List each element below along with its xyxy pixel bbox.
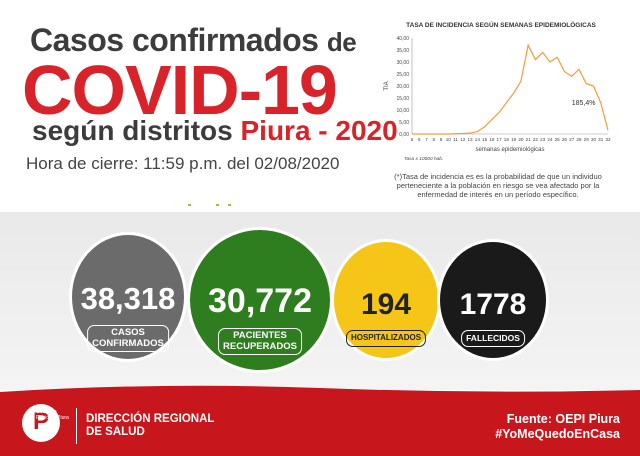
y-tick-label: 40,00 [396, 36, 409, 42]
title-line-1: Casos confirmados de [30, 22, 357, 58]
x-tick-label: 8 [432, 137, 435, 142]
decorative-dots [188, 204, 248, 206]
x-tick-label: 13 [468, 137, 474, 142]
stat-deceased: 1778 FALLECIDOS [440, 242, 546, 358]
hashtag-text: #YoMeQuedoEnCasa [495, 427, 620, 441]
y-tick-label: 10,00 [396, 108, 409, 114]
x-axis-label: semanas epidemiológicas [475, 147, 544, 153]
title-line-3: según distritos Piura - 2020 [32, 115, 398, 146]
x-tick-label: 6 [418, 137, 421, 142]
x-tick-label: 24 [547, 137, 553, 142]
footer-source: Fuente: OEPI Piura #YoMeQuedoEnCasa [495, 412, 620, 442]
regional-logo-icon: P [22, 404, 60, 442]
x-tick-label: 26 [562, 137, 568, 142]
stat-hospitalized: 194 HOSPITALIZADOS [334, 242, 438, 358]
chart-footnote: Tasa x 10000 hab. [404, 156, 443, 162]
x-tick-label: 14 [475, 137, 481, 142]
chart-note: (*)Tasa de incidencia es es la probabili… [394, 172, 602, 199]
stat-label: FALLECIDOS [461, 330, 525, 347]
x-tick-label: 22 [533, 137, 539, 142]
stat-label: HOSPITALIZADOS [345, 330, 427, 347]
x-tick-label: 32 [605, 137, 611, 142]
chart-svg: 0,00 5,00 10,00 15,00 20,00 25,00 30,00 35,00 40… [384, 36, 611, 162]
closing-time: Hora de cierre: 11:59 p.m. del 02/08/202… [26, 154, 340, 173]
logo-caption: Gobierno Regional Piura [36, 409, 69, 421]
x-tick-label: 15 [482, 137, 488, 142]
x-tick-label: 27 [569, 137, 575, 142]
y-tick-label: 25,00 [396, 72, 409, 78]
x-tick-label: 10 [446, 137, 452, 142]
footer-bar [0, 392, 640, 456]
stat-value: 194 [360, 288, 412, 321]
footer-direction: DIRECCIÓN REGIONAL DE SALUD [86, 413, 215, 438]
stat-recovered: 30,772 PACIENTES RECUPERADOS [190, 230, 330, 370]
x-tick-label: 17 [497, 137, 503, 142]
x-tick-label: 30 [591, 137, 597, 142]
x-tick-label: 11 [453, 137, 458, 142]
x-tick-label: 31 [598, 137, 604, 142]
stat-confirmed: 38,318 CASOS CONFIRMADOS [72, 235, 184, 359]
y-tick-label: 15,00 [396, 96, 409, 102]
x-tick-label: 28 [576, 137, 582, 142]
chart-annotation: 185,4% [572, 100, 596, 107]
x-tick-label: 16 [489, 137, 495, 142]
title-covid: COVID-19 [22, 51, 338, 129]
x-tick-label: 18 [504, 137, 510, 142]
y-tick-label: 30,00 [396, 60, 409, 66]
y-tick-label: 20,00 [396, 84, 409, 90]
x-tick-label: 29 [584, 137, 590, 142]
x-tick-label: 5 [411, 137, 414, 142]
x-tick-label: 23 [540, 137, 546, 142]
series-line [412, 43, 609, 135]
y-tick-label: 0,00 [399, 132, 409, 138]
stat-label: CASOS CONFIRMADOS [87, 325, 169, 352]
stat-value: 38,318 [80, 281, 176, 316]
stat-value: 1778 [459, 288, 527, 321]
x-tick-label: 19 [511, 137, 517, 142]
x-tick-label: 7 [425, 137, 428, 142]
source-text: Fuente: OEPI Piura [506, 412, 620, 426]
chart-title: TASA DE INCIDENCIA SEGÚN SEMANAS EPIDEMI… [406, 22, 596, 29]
stat-label: PACIENTES RECUPERADOS [218, 328, 302, 355]
y-tick-label: 35,00 [396, 48, 409, 54]
y-axis-label: TIA [384, 81, 390, 90]
x-tick-label: 20 [518, 137, 524, 142]
x-tick-label: 25 [555, 137, 561, 142]
footer-divider [76, 408, 77, 444]
x-tick-label: 9 [440, 137, 443, 142]
incidence-chart: TASA DE INCIDENCIA SEGÚN SEMANAS EPIDEMI… [378, 22, 624, 172]
x-tick-label: 12 [460, 137, 466, 142]
y-tick-label: 5,00 [399, 120, 409, 126]
stat-value: 30,772 [208, 282, 312, 320]
x-tick-label: 21 [526, 137, 532, 142]
header-panel: Casos confirmados de COVID-19 según dist… [0, 0, 640, 212]
